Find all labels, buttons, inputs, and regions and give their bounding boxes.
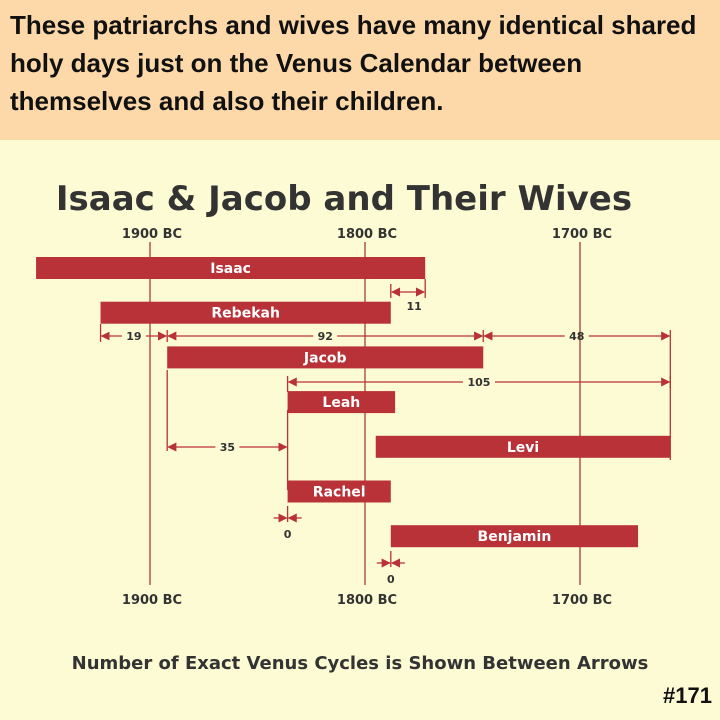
tick-label-1900-top: 1900 BC	[122, 227, 182, 242]
interval-label: 0	[284, 528, 292, 541]
interval-6: 0	[273, 506, 302, 541]
bar-levi	[375, 435, 671, 458]
chart-title: Isaac & Jacob and Their Wives	[56, 179, 632, 219]
bar-label-benjamin: Benjamin	[478, 529, 552, 545]
interval-label: 35	[220, 441, 235, 454]
interval-3: 48	[483, 330, 671, 460]
bar-rebekah	[100, 301, 391, 324]
page-number-badge: #171	[663, 683, 712, 708]
interval-label: 92	[318, 330, 333, 343]
interval-1: 19	[99, 324, 168, 343]
bar-label-leah: Leah	[322, 395, 360, 411]
bar-label-rebekah: Rebekah	[211, 306, 280, 322]
interval-label: 48	[569, 330, 584, 343]
interval-label: 11	[407, 300, 422, 313]
interval-7: 0	[376, 551, 405, 586]
interval-label: 19	[126, 330, 141, 343]
intervals: 11 19 92 48 105 35 0 0	[99, 279, 671, 586]
bar-jacob	[167, 346, 484, 369]
interval-4: 105	[286, 376, 671, 392]
bar-label-isaac: Isaac	[210, 261, 251, 277]
bar-label-jacob: Jacob	[303, 350, 347, 366]
tick-label-1700-bottom: 1700 BC	[552, 593, 612, 608]
footer-note: Number of Exact Venus Cycles is Shown Be…	[71, 653, 649, 674]
tick-label-1900-bottom: 1900 BC	[122, 593, 182, 608]
bar-leah	[287, 391, 396, 414]
bar-label-levi: Levi	[507, 440, 539, 456]
interval-0: 11	[390, 279, 426, 313]
timeline-chart: Isaac & Jacob and Their Wives 1900 BC190…	[36, 179, 671, 608]
bar-label-rachel: Rachel	[313, 485, 366, 501]
bar-isaac	[36, 257, 426, 279]
header-banner: These patriarchs and wives have many ide…	[0, 0, 720, 140]
interval-label: 0	[387, 573, 395, 586]
tick-label-1700-top: 1700 BC	[552, 227, 612, 242]
bar-rachel	[287, 480, 391, 503]
tick-label-1800-top: 1800 BC	[337, 227, 397, 242]
bar-benjamin	[390, 525, 639, 548]
bars: Isaac Rebekah Jacob Leah Levi Rachel Benjamin	[36, 257, 671, 548]
tick-label-1800-bottom: 1800 BC	[337, 593, 397, 608]
interval-label: 105	[467, 376, 490, 389]
interval-5: 35	[166, 370, 289, 490]
interval-2: 92	[167, 330, 484, 343]
tick-labels: 1900 BC 1900 BC 1800 BC 1800 BC 1700 BC 1700 …	[122, 227, 612, 608]
header-text: These patriarchs and wives have many ide…	[10, 10, 697, 116]
